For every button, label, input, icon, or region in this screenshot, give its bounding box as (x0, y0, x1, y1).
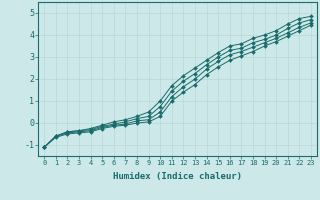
X-axis label: Humidex (Indice chaleur): Humidex (Indice chaleur) (113, 172, 242, 181)
